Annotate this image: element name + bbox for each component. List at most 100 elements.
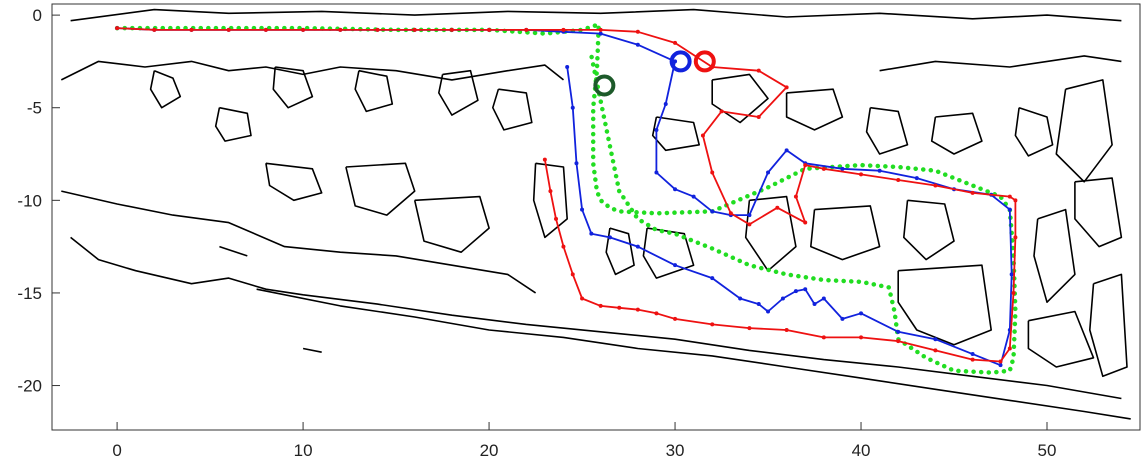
trajectory-red-point bbox=[784, 327, 789, 332]
y-tick-label: -20 bbox=[17, 377, 42, 396]
trajectory-red-point bbox=[803, 163, 808, 168]
trajectory-blue-point bbox=[673, 263, 678, 268]
map-outline-12 bbox=[437, 69, 479, 116]
trajectory-red-point bbox=[542, 157, 547, 162]
trajectory-red-point bbox=[449, 27, 454, 32]
map-outline-34 bbox=[219, 245, 248, 257]
axes: 0 10 20 30 40 50 0 -5 -10 -15 -20 bbox=[17, 3, 1141, 460]
x-tick-label: 40 bbox=[852, 441, 871, 460]
trajectory-blue-point bbox=[766, 309, 771, 314]
trajectory-red-point bbox=[617, 305, 622, 310]
map-outline-27 bbox=[1074, 177, 1123, 248]
trajectory-blue-point bbox=[580, 207, 585, 212]
trajectory-blue-point bbox=[673, 59, 678, 64]
trajectory-red-point bbox=[970, 190, 975, 195]
map-outline-26 bbox=[1033, 208, 1076, 304]
y-tick-label: -15 bbox=[17, 284, 42, 303]
map-outline-16 bbox=[865, 106, 909, 155]
trajectory-blue-point bbox=[766, 170, 771, 175]
start-marker-layer bbox=[593, 50, 716, 97]
map-outline-0 bbox=[70, 8, 1122, 22]
trajectory-red-point bbox=[598, 303, 603, 308]
trajectory-blue-point bbox=[784, 148, 789, 153]
x-tick-label: 50 bbox=[1038, 441, 1057, 460]
trajectory-red-point bbox=[561, 244, 566, 249]
trajectory-red-point bbox=[301, 27, 306, 32]
map-outline-24 bbox=[651, 116, 701, 152]
trajectory-red-point bbox=[756, 68, 761, 73]
map-outline-14 bbox=[785, 88, 844, 131]
trajectory-blue-point bbox=[803, 287, 808, 292]
trajectory-red-point bbox=[803, 220, 808, 225]
trajectory-red-point bbox=[654, 311, 659, 316]
map-outline-11 bbox=[354, 69, 394, 113]
trajectory-blue-point bbox=[840, 316, 845, 321]
map-outline-3 bbox=[70, 236, 1122, 400]
map-outline-2 bbox=[61, 190, 537, 294]
trajectory-red-point bbox=[487, 27, 492, 32]
trajectory-blue-point bbox=[1009, 272, 1014, 277]
trajectory-red-point bbox=[728, 211, 733, 216]
map-outline-8 bbox=[532, 162, 569, 239]
trajectory-red-point bbox=[338, 27, 343, 32]
trajectory-red-point bbox=[1011, 290, 1016, 295]
trajectory-red-point bbox=[554, 216, 559, 221]
trajectory-blue-point bbox=[589, 231, 594, 236]
trajectory-red-point bbox=[673, 316, 678, 321]
map-outline-10 bbox=[272, 66, 314, 109]
trajectory-red-point bbox=[933, 348, 938, 353]
x-tick-label: 10 bbox=[294, 441, 313, 460]
trajectory-red-point bbox=[226, 27, 231, 32]
trajectory-red-point bbox=[747, 222, 752, 227]
y-tick-label: -5 bbox=[27, 99, 42, 118]
map-outline-18 bbox=[1014, 106, 1054, 157]
trajectory-red-point bbox=[710, 170, 715, 175]
trajectory-red-point bbox=[784, 85, 789, 90]
y-tick-label: -10 bbox=[17, 191, 42, 210]
map-outline-4 bbox=[256, 288, 1131, 420]
trajectory-red-point bbox=[756, 114, 761, 119]
trajectory-blue-point bbox=[635, 244, 640, 249]
trajectory-blue-point bbox=[574, 161, 579, 166]
trajectory-red-point bbox=[859, 335, 864, 340]
trajectory-red-point bbox=[580, 296, 585, 301]
map-outline-23 bbox=[897, 264, 993, 346]
trajectory-red-point bbox=[635, 29, 640, 34]
trajectory-blue-point bbox=[710, 276, 715, 281]
map-outline-31 bbox=[491, 88, 533, 131]
trajectory-blue-point bbox=[1007, 207, 1012, 212]
trajectory-blue-point bbox=[710, 209, 715, 214]
axes-box bbox=[51, 3, 1141, 431]
trajectory-red-point bbox=[793, 194, 798, 199]
trajectory-red-point bbox=[970, 357, 975, 362]
map-outline-7 bbox=[413, 195, 490, 253]
trajectory-blue-point bbox=[598, 31, 603, 36]
map-outline-30 bbox=[214, 106, 252, 142]
trajectory-blue-point bbox=[635, 42, 640, 47]
trajectory-red-point bbox=[263, 27, 268, 32]
trajectory-red-point bbox=[998, 359, 1003, 364]
map-outline-15 bbox=[879, 55, 1122, 72]
x-tick-label: 0 bbox=[112, 441, 121, 460]
map-outline-5 bbox=[265, 162, 323, 202]
trajectory-red-point bbox=[896, 177, 901, 182]
trajectory-blue-point bbox=[812, 302, 817, 307]
trajectory-blue-point bbox=[793, 289, 798, 294]
trajectory-red-point bbox=[821, 335, 826, 340]
trajectory-red-point bbox=[775, 205, 780, 210]
trajectory-red-point bbox=[710, 322, 715, 327]
x-tick-label: 20 bbox=[480, 441, 499, 460]
trajectory-red-point bbox=[1013, 198, 1018, 203]
x-tick-label: 30 bbox=[666, 441, 685, 460]
trajectory-blue-point bbox=[691, 194, 696, 199]
map-outline-33 bbox=[302, 347, 322, 353]
start-marker-dark-green bbox=[593, 74, 616, 97]
trajectory-red-point bbox=[821, 166, 826, 171]
trajectory-blue-point bbox=[673, 187, 678, 192]
map-outline-9 bbox=[149, 69, 182, 109]
trajectory-blue-point bbox=[738, 296, 743, 301]
trajectory-red-point bbox=[896, 339, 901, 344]
trajectory-red-point bbox=[1013, 235, 1018, 240]
start-marker-red bbox=[693, 50, 716, 73]
